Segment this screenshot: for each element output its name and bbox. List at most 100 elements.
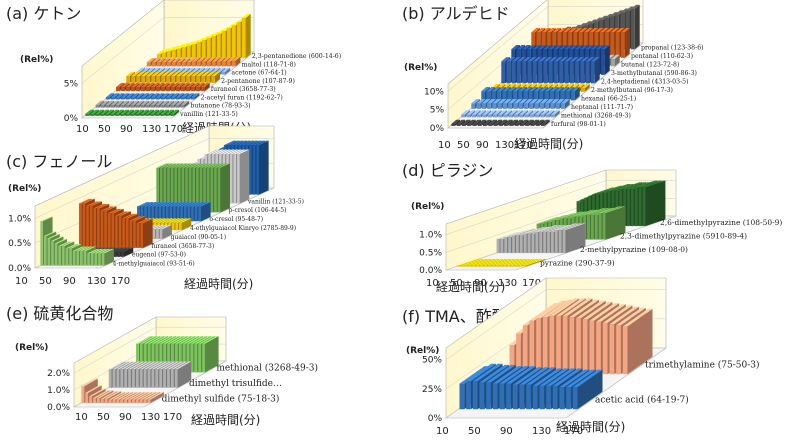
- bar-top: [466, 363, 496, 382]
- bar: [202, 40, 206, 59]
- bar-top: [538, 57, 547, 62]
- bar-top: [499, 258, 523, 266]
- bar-top: [104, 391, 122, 399]
- bar: [131, 87, 135, 92]
- bar-top: [487, 110, 497, 115]
- bar-top: [471, 99, 480, 104]
- bar: [514, 124, 519, 126]
- bar: [146, 62, 151, 67]
- bar-side: [523, 119, 529, 126]
- bar-side: [564, 99, 570, 109]
- bar-top: [479, 364, 510, 383]
- bar-top: [81, 378, 98, 387]
- bar-top: [595, 44, 605, 50]
- bar: [120, 113, 124, 116]
- bar-top: [105, 109, 114, 114]
- bar: [487, 103, 491, 109]
- bar: [551, 231, 554, 254]
- bar-top: [518, 86, 527, 92]
- bar-top: [203, 163, 216, 168]
- bar-top: [615, 10, 624, 15]
- bar-top: [93, 390, 110, 399]
- bar: [615, 32, 620, 58]
- bar: [163, 343, 167, 373]
- bar-top: [471, 110, 481, 115]
- series-label: dimethyl sulfide (75-18-3): [162, 393, 280, 404]
- bar: [596, 321, 601, 375]
- bar-top: [151, 202, 164, 207]
- bar-top: [226, 57, 236, 62]
- bar-side: [525, 258, 546, 267]
- bar-top: [503, 258, 526, 266]
- bar-top: [153, 218, 167, 223]
- bar-top: [581, 83, 590, 89]
- series-label: hexanal (66-25-1): [581, 95, 636, 102]
- panel-e-title: (e) 硫黄化合物: [6, 304, 114, 323]
- bar-side: [113, 109, 119, 116]
- bar-top: [100, 100, 110, 105]
- bar-top: [159, 163, 173, 168]
- bar-top: [467, 119, 476, 125]
- bar: [479, 382, 485, 410]
- bar-top: [206, 71, 215, 77]
- bar-top: [112, 361, 130, 370]
- bar: [642, 187, 646, 227]
- bar-top: [206, 67, 216, 72]
- bar-top: [108, 392, 126, 400]
- bar-top: [607, 183, 631, 191]
- bar: [140, 223, 143, 248]
- bar: [120, 104, 125, 108]
- bar-top: [611, 183, 635, 191]
- bar: [566, 387, 571, 410]
- series-label: heptanal (111-71-7): [571, 104, 633, 111]
- bar: [105, 113, 109, 116]
- bar: [202, 343, 205, 373]
- y-axis-label: (Rel%): [15, 343, 48, 353]
- bar-side: [169, 93, 175, 100]
- x-tick-label: 10: [436, 426, 449, 437]
- bar: [634, 187, 638, 227]
- bar: [256, 145, 259, 195]
- series-label: dimethyl trisulfide…: [189, 379, 282, 389]
- bar-top: [524, 99, 533, 104]
- bar: [562, 315, 568, 375]
- bar: [136, 343, 139, 373]
- bar: [76, 250, 80, 266]
- bar-top: [625, 6, 635, 11]
- series-label: maltol (118-71-8): [242, 61, 296, 68]
- bar-top: [180, 93, 190, 98]
- bar-top: [216, 57, 226, 62]
- bar: [472, 124, 477, 126]
- bar: [110, 104, 115, 108]
- bar-side: [133, 109, 139, 116]
- series-1: [459, 363, 603, 410]
- bar-top: [171, 58, 181, 63]
- bar-top: [190, 93, 200, 98]
- bar: [174, 369, 178, 388]
- bar-top: [529, 99, 539, 104]
- bar: [183, 206, 187, 222]
- series-label: 2-acetyl furan (1192-62-7): [201, 94, 283, 101]
- bar: [456, 124, 461, 126]
- bar-side: [119, 93, 125, 100]
- bar-top: [120, 392, 137, 400]
- bar-side: [139, 93, 145, 100]
- bar-side: [627, 308, 653, 375]
- bar-top: [120, 361, 137, 370]
- bar-top: [174, 361, 192, 370]
- bar-side: [258, 140, 269, 195]
- bar-side: [624, 27, 630, 58]
- bar-top: [170, 109, 179, 114]
- bar-top: [163, 361, 180, 370]
- bar: [512, 91, 517, 101]
- series-label: o-cresol (95-48-7): [209, 216, 263, 223]
- bar-top: [136, 82, 145, 88]
- bar-top: [534, 86, 543, 92]
- bar-top: [83, 246, 96, 251]
- bar-top: [535, 225, 559, 232]
- bar-side: [114, 93, 120, 100]
- bar-top: [130, 93, 140, 98]
- bar-top: [223, 140, 237, 146]
- bar-top: [596, 304, 626, 322]
- bar: [616, 325, 621, 375]
